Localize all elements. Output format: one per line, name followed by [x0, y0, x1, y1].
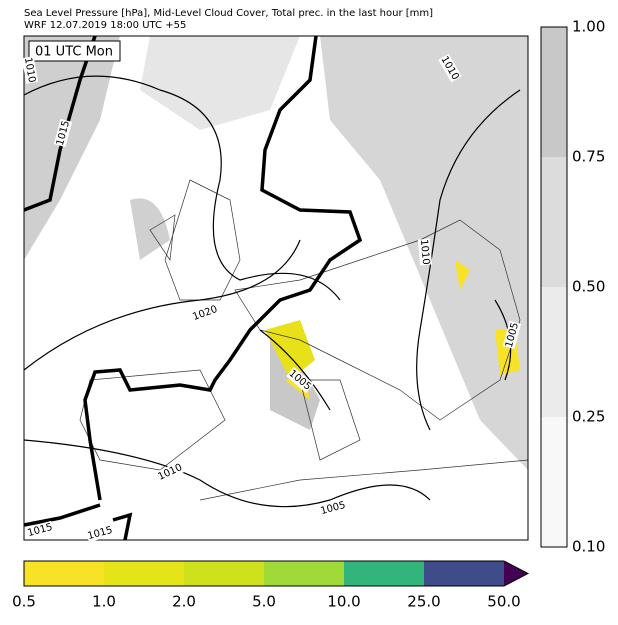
- colorbar-segment: [541, 417, 567, 547]
- map: 01 UTC Mon: [23, 35, 529, 541]
- colorbar-label: 0.75: [572, 148, 605, 166]
- colorbar-frame: [23, 560, 530, 587]
- isobar-label: 1010: [22, 57, 37, 84]
- time-box: [28, 40, 121, 62]
- isobar-label-bg: [502, 320, 522, 350]
- header-line: WRF 12.07.2019 18:00 UTC +55: [24, 20, 186, 31]
- colorbar-segment: [104, 561, 184, 586]
- isobar-label-bg: [438, 53, 462, 83]
- colorbar-extend: [504, 561, 528, 586]
- colorbar-label: 1.0: [92, 593, 116, 611]
- colorbar-frame: [540, 26, 568, 548]
- colorbar-label: 0.25: [572, 408, 605, 426]
- cloud-area: [140, 36, 300, 130]
- colorbar-label: 0.10: [572, 538, 605, 556]
- header-line: Sea Level Pressure [hPa], Mid-Level Clou…: [24, 8, 433, 19]
- time-label: 01 UTC Mon: [35, 45, 113, 60]
- isobar-label-bg: [53, 118, 73, 148]
- colorbar-segment: [541, 157, 567, 287]
- isobar-label-bg: [318, 498, 348, 518]
- cloud-colorbar: 1.00 0.75 0.50 0.25 0.10: [540, 18, 605, 556]
- colorbar-segment: [541, 287, 567, 417]
- colorbar-label: 10.0: [327, 593, 360, 611]
- isobar-label-bg: [286, 367, 314, 393]
- colorbar-label: 0.5: [12, 593, 36, 611]
- precip-colorbar: 0.5 1.0 2.0 5.0 10.0 25.0 50.0: [12, 560, 530, 611]
- isobar-label-bg: [25, 520, 55, 540]
- cloud-area: [24, 36, 120, 260]
- colorbar-segment: [541, 27, 567, 157]
- colorbar-label: 1.00: [572, 18, 605, 36]
- precip-area: [265, 320, 315, 380]
- colorbar-label: 50.0: [487, 593, 520, 611]
- colorbar-segment: [264, 561, 344, 586]
- isobar-label-bg: [85, 523, 115, 543]
- colorbar-label: 0.50: [572, 278, 605, 296]
- colorbar-label: 25.0: [407, 593, 440, 611]
- colorbar-label: 2.0: [172, 593, 196, 611]
- colorbar-segment: [424, 561, 504, 586]
- isobar-label-bg: [155, 461, 185, 483]
- isobar-label-bg: [21, 56, 39, 84]
- colorbar-segment: [24, 561, 104, 586]
- colorbar-segment: [344, 561, 424, 586]
- isobar-label-bg: [190, 302, 220, 324]
- colorbar-segment: [184, 561, 264, 586]
- isobar-label-bg: [417, 238, 433, 266]
- colorbar-label: 5.0: [252, 593, 276, 611]
- front-line: [23, 35, 363, 541]
- map-frame: [23, 35, 529, 541]
- coastline: [79, 179, 529, 501]
- isobar-label: 1010: [418, 239, 431, 265]
